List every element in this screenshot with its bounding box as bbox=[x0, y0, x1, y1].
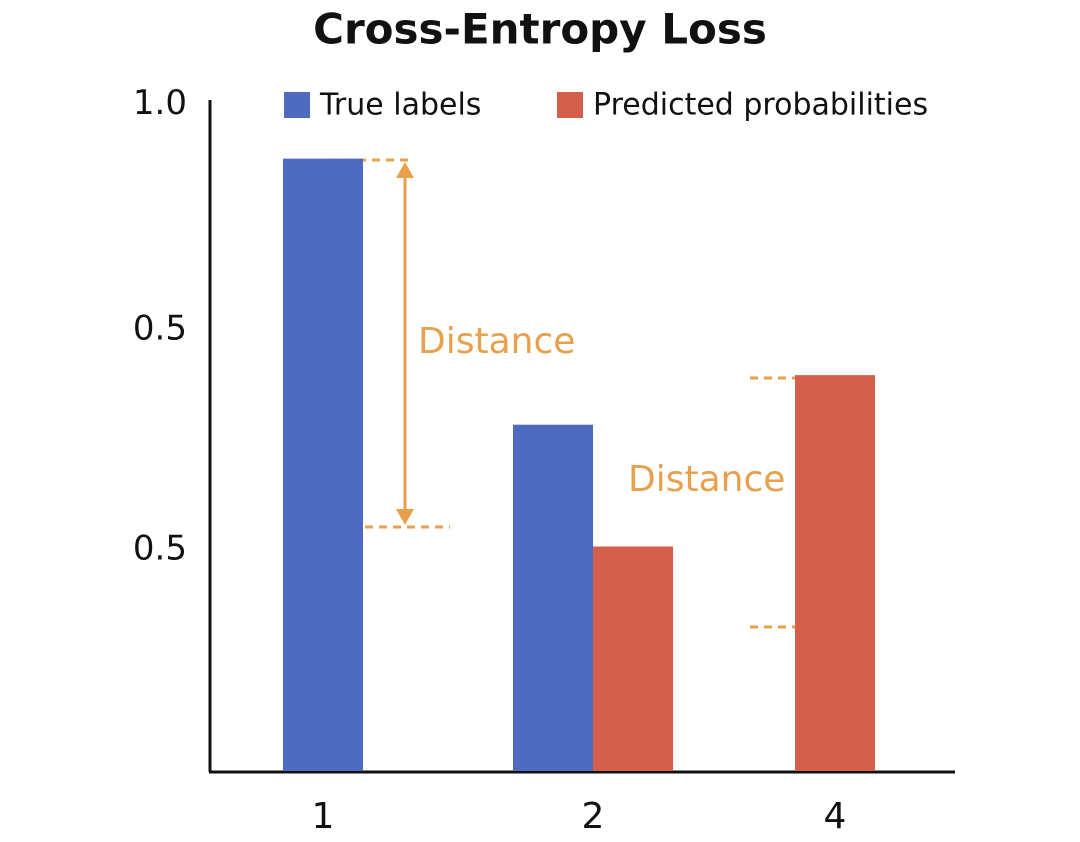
bar bbox=[593, 546, 673, 771]
y-tick-label: 0.5 bbox=[133, 529, 187, 569]
y-tick-label: 1.0 bbox=[133, 83, 187, 123]
x-tick-label: 2 bbox=[582, 796, 605, 837]
legend-swatch bbox=[557, 92, 583, 118]
chart-title: Cross-Entropy Loss bbox=[313, 5, 767, 54]
y-tick-label: 0.5 bbox=[133, 309, 187, 349]
legend-label: Predicted probabilities bbox=[593, 88, 928, 123]
legend-swatch bbox=[284, 92, 310, 118]
bar bbox=[283, 158, 363, 772]
legend-label: True labels bbox=[319, 88, 481, 123]
bar bbox=[513, 424, 593, 771]
annotation: Distance bbox=[418, 321, 575, 362]
x-tick-label: 1 bbox=[312, 796, 335, 837]
x-tick-label: 4 bbox=[824, 796, 847, 837]
annotation: Distance bbox=[628, 459, 785, 500]
bar bbox=[795, 375, 875, 771]
